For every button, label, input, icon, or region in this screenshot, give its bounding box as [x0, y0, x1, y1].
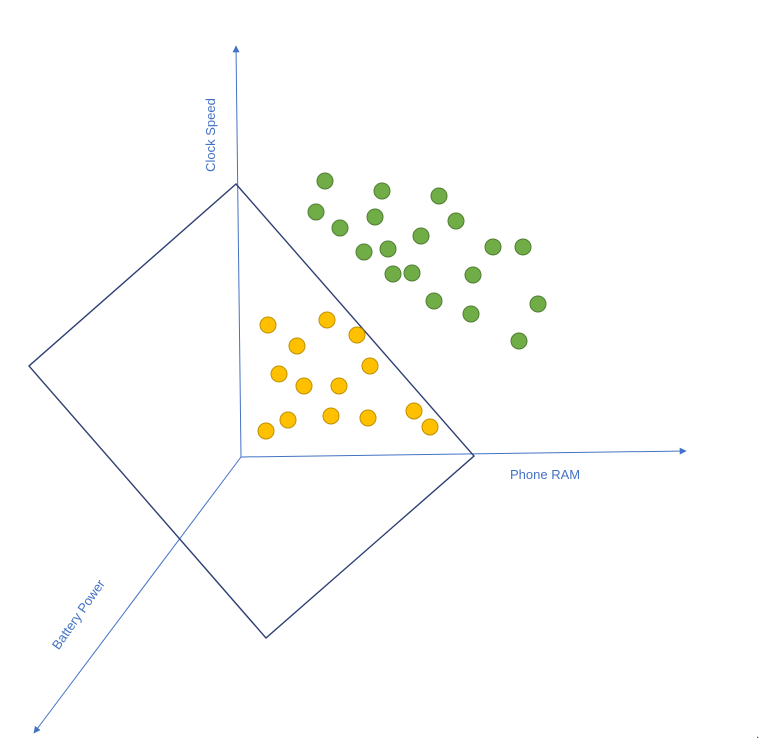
corner-marker: .: [756, 727, 759, 741]
yellow-data-point: [322, 407, 340, 425]
yellow-data-point: [421, 418, 439, 436]
class-b-points: [257, 311, 439, 440]
green-data-point: [384, 265, 402, 283]
green-data-point: [484, 238, 502, 256]
yellow-data-point: [279, 411, 297, 429]
green-data-point: [425, 292, 443, 310]
class-a-points: [307, 172, 547, 350]
yellow-data-point: [318, 311, 336, 329]
green-data-point: [373, 182, 391, 200]
green-data-point: [430, 187, 448, 205]
yellow-data-point: [405, 402, 423, 420]
green-data-point: [462, 305, 480, 323]
yellow-data-point: [359, 409, 377, 427]
yellow-data-point: [348, 326, 366, 344]
yellow-data-point: [288, 337, 306, 355]
green-data-point: [355, 243, 373, 261]
green-data-point: [464, 266, 482, 284]
green-data-point: [412, 227, 430, 245]
yellow-data-point: [270, 365, 288, 383]
green-data-point: [447, 212, 465, 230]
yellow-data-point: [295, 377, 313, 395]
clock-speed-axis: [232, 45, 242, 458]
clock-speed-label: Clock Speed: [203, 98, 218, 172]
green-data-point: [366, 208, 384, 226]
green-data-point: [307, 203, 325, 221]
battery-power-label: Battery Power: [49, 576, 109, 652]
yellow-data-point: [257, 422, 275, 440]
separating-hyperplane: [28, 183, 475, 639]
phone-ram-label: Phone RAM: [510, 467, 580, 482]
green-data-point: [529, 295, 547, 313]
green-data-point: [331, 219, 349, 237]
green-data-point: [514, 238, 532, 256]
green-data-point: [510, 332, 528, 350]
green-data-point: [379, 240, 397, 258]
green-data-point: [316, 172, 334, 190]
yellow-data-point: [259, 316, 277, 334]
yellow-data-point: [361, 357, 379, 375]
battery-power-axis: [33, 456, 242, 734]
phone-ram-axis: [240, 447, 687, 458]
green-data-point: [403, 264, 421, 282]
yellow-data-point: [330, 377, 348, 395]
